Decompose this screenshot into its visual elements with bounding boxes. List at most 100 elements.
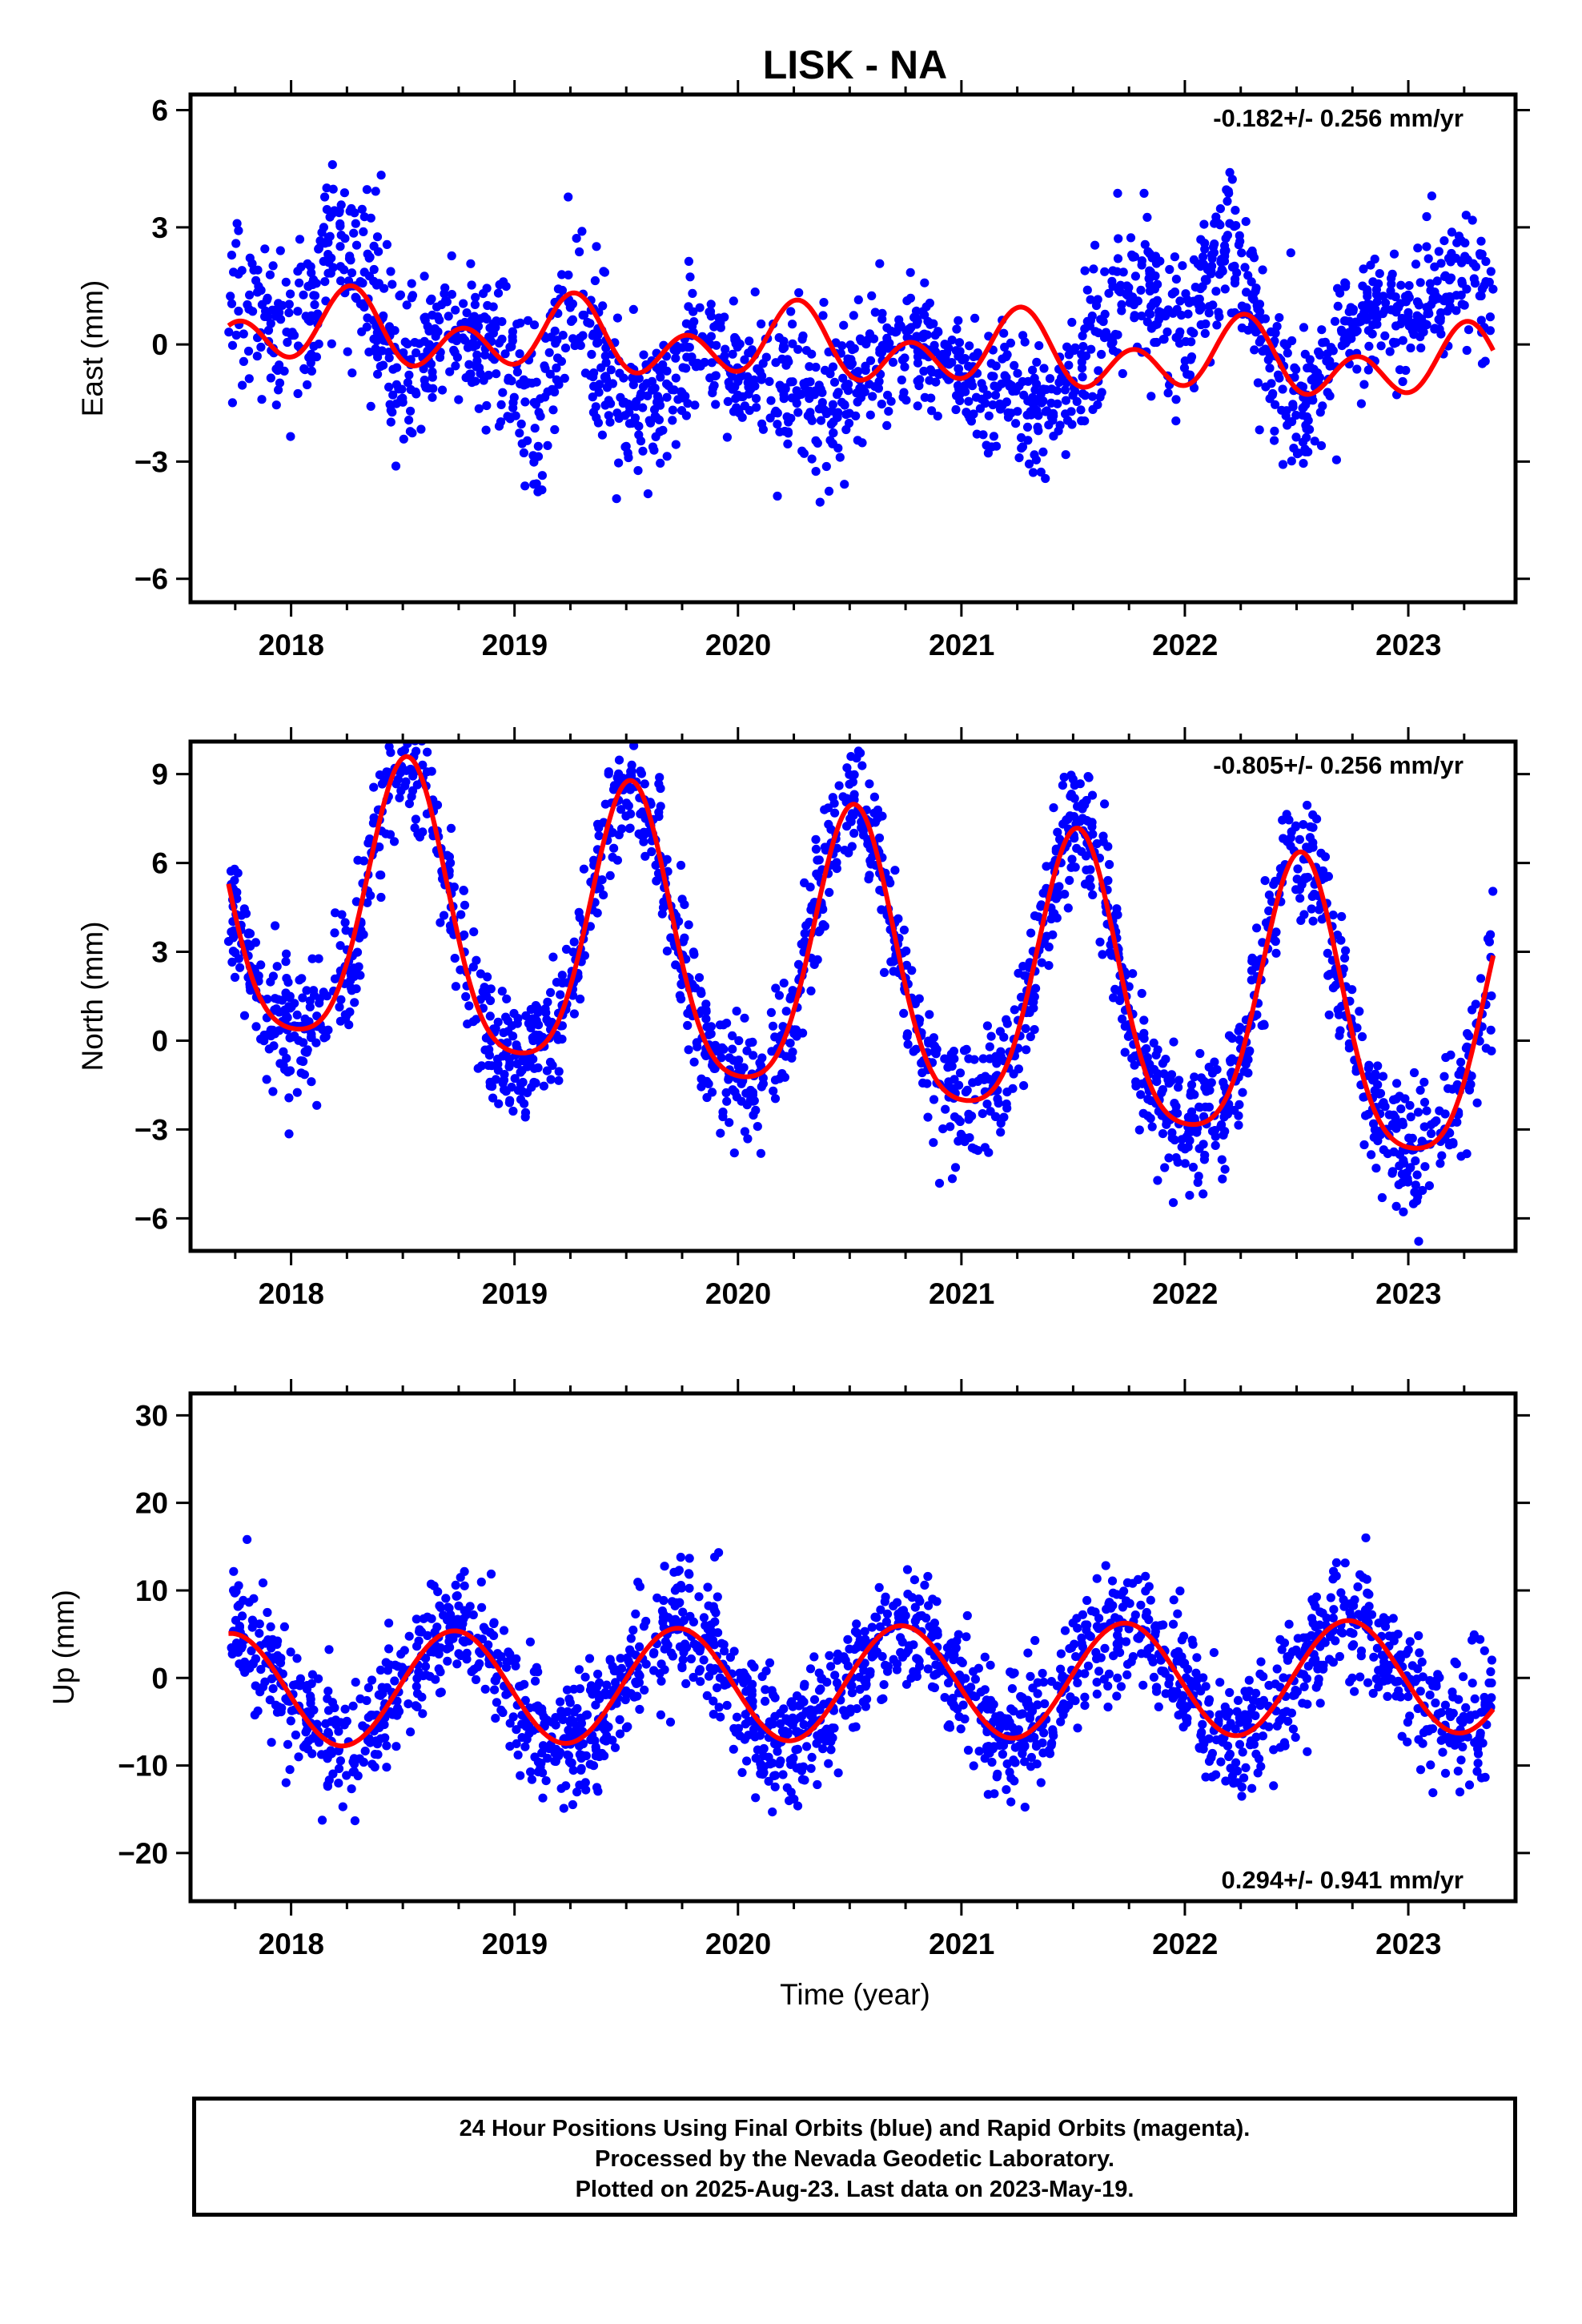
- east-point: [633, 466, 643, 476]
- east-point: [403, 378, 412, 388]
- north-point: [599, 891, 608, 900]
- north-point: [1337, 911, 1347, 922]
- east-point: [415, 339, 424, 348]
- up-point: [1092, 1574, 1102, 1583]
- east-point: [1315, 408, 1325, 417]
- east-point: [849, 311, 858, 320]
- east-point: [1220, 284, 1230, 294]
- north-point: [1103, 842, 1113, 851]
- north-point: [1439, 1072, 1449, 1081]
- north-point: [1413, 1108, 1423, 1117]
- north-point: [534, 1031, 544, 1040]
- east-point: [1282, 341, 1291, 351]
- east-point: [1436, 308, 1446, 318]
- north-point: [1443, 1084, 1453, 1093]
- east-point: [568, 315, 578, 324]
- east-point: [226, 292, 235, 301]
- east-point: [384, 382, 394, 392]
- up-point: [1141, 1571, 1150, 1581]
- up-point: [631, 1609, 640, 1618]
- north-point: [849, 828, 859, 838]
- east-point: [728, 349, 737, 359]
- east-point: [1284, 417, 1294, 427]
- east-point: [557, 270, 567, 279]
- east-point: [688, 288, 697, 298]
- up-point: [809, 1652, 819, 1662]
- north-point: [1238, 1088, 1247, 1097]
- north-point: [295, 975, 304, 985]
- east-point: [463, 343, 473, 352]
- north-point: [869, 808, 879, 818]
- east-point: [299, 290, 308, 300]
- east-point: [952, 324, 962, 334]
- east-point: [1460, 300, 1469, 310]
- east-point: [1316, 440, 1327, 451]
- up-point: [1078, 1610, 1087, 1619]
- up-point: [793, 1801, 803, 1811]
- east-point: [920, 278, 930, 287]
- up-point: [380, 1733, 390, 1743]
- north-point: [410, 823, 420, 833]
- east-point: [1011, 386, 1021, 396]
- north-point: [1201, 1102, 1211, 1112]
- east-point: [1385, 347, 1395, 356]
- north-xtick-label: 2019: [482, 1277, 548, 1310]
- north-point: [1147, 1122, 1157, 1132]
- up-point: [339, 1720, 349, 1730]
- north-point: [1363, 1109, 1373, 1119]
- east-point: [1268, 388, 1278, 399]
- up-point: [1298, 1699, 1307, 1708]
- north-point: [1063, 903, 1073, 913]
- north-point: [982, 1100, 992, 1109]
- up-point: [1359, 1573, 1368, 1582]
- east-point: [1242, 287, 1251, 297]
- east-point: [271, 400, 281, 410]
- east-point: [404, 416, 414, 425]
- east-point: [379, 311, 388, 321]
- east-point: [1446, 257, 1456, 267]
- north-point: [743, 1134, 753, 1144]
- north-point: [662, 947, 673, 956]
- north-point: [985, 1054, 994, 1063]
- north-point: [1235, 1100, 1244, 1109]
- east-point: [516, 318, 525, 328]
- north-point: [955, 1068, 966, 1078]
- east-point: [462, 308, 472, 318]
- east-point: [708, 384, 718, 393]
- east-point: [951, 404, 961, 415]
- east-point: [335, 242, 345, 251]
- up-point: [1369, 1652, 1379, 1662]
- north-point: [1318, 866, 1327, 876]
- east-point: [1076, 405, 1086, 415]
- east-point: [831, 338, 841, 348]
- north-point: [1139, 1015, 1149, 1025]
- north-point: [427, 766, 436, 776]
- north-point: [1260, 876, 1270, 886]
- east-point: [774, 333, 784, 343]
- north-point: [1051, 894, 1061, 903]
- north-point: [281, 957, 291, 967]
- north-point: [639, 837, 648, 846]
- east-point: [471, 292, 480, 302]
- north-point: [294, 1035, 303, 1045]
- east-point: [1476, 236, 1486, 246]
- east-point: [391, 461, 401, 471]
- east-point: [1278, 384, 1287, 394]
- east-point: [1045, 374, 1055, 384]
- east-point: [797, 334, 807, 344]
- north-point: [708, 1060, 717, 1070]
- east-point: [628, 380, 638, 389]
- east-point: [913, 376, 922, 386]
- up-point: [1125, 1598, 1134, 1608]
- north-point: [1044, 961, 1054, 971]
- east-point: [1251, 287, 1260, 296]
- east-point: [339, 265, 349, 275]
- north-point: [768, 1021, 778, 1031]
- north-point: [1412, 1196, 1422, 1206]
- north-point: [298, 993, 307, 1003]
- east-point: [359, 267, 369, 277]
- north-point: [270, 1006, 279, 1015]
- north-point: [398, 717, 407, 726]
- east-point: [224, 328, 234, 337]
- east-point: [424, 326, 434, 336]
